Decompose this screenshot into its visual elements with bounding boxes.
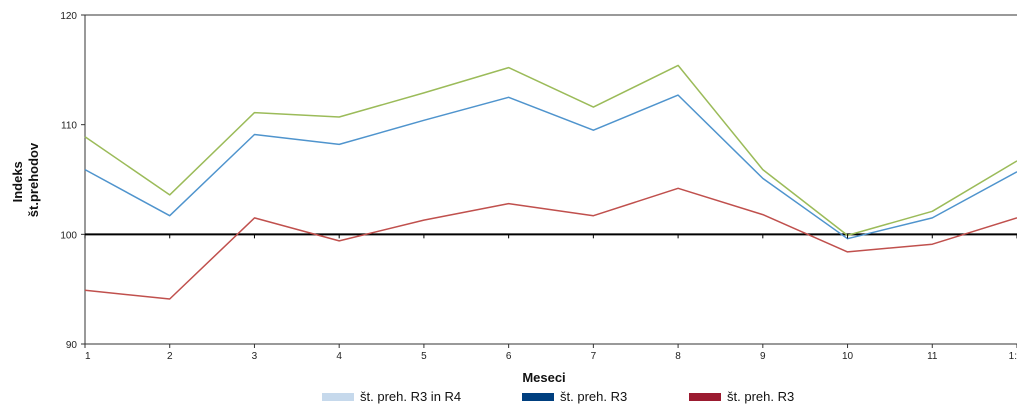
legend-swatch-2 xyxy=(522,393,554,401)
axes xyxy=(84,14,1017,345)
x-tick-label: 3 xyxy=(252,351,258,362)
x-tick-label: 5 xyxy=(421,351,427,362)
y-axis-title-line-2: št.prehodov xyxy=(26,142,41,217)
legend-label-3: št. preh. R3 xyxy=(727,389,794,404)
x-tick-label: 2 xyxy=(167,351,173,362)
y-tick-label: 110 xyxy=(61,121,77,132)
x-tick-label: 6 xyxy=(506,351,512,362)
y-axis-title-line-1: Indeks xyxy=(10,161,25,202)
x-tick-label: 4 xyxy=(336,351,342,362)
series-line-1 xyxy=(84,64,1017,237)
series-line-3 xyxy=(84,187,1017,300)
x-axis-title: Meseci xyxy=(522,370,565,385)
legend-swatch-3 xyxy=(689,393,721,401)
y-axis-title: Indeks št.prehodov xyxy=(10,142,41,217)
x-tick-label: 10 xyxy=(842,351,854,362)
y-tick-label: 90 xyxy=(66,340,78,351)
y-tick-label: 120 xyxy=(60,11,77,22)
series-lines xyxy=(84,64,1017,300)
legend-label-1: št. preh. R3 in R4 xyxy=(360,389,461,404)
x-tick-label: 1 xyxy=(85,351,91,362)
legend: št. preh. R3 in R4 št. preh. R3 št. preh. … xyxy=(322,389,794,404)
y-tick-label: 100 xyxy=(60,230,77,241)
series-line-2 xyxy=(84,94,1017,240)
x-tick-label: 11 xyxy=(927,351,938,362)
x-tick-label: 7 xyxy=(591,351,597,362)
x-tick-label: 9 xyxy=(760,351,766,362)
tick-labels: 90 100 110 120 1 2 3 4 5 6 7 8 9 10 11 1: xyxy=(60,11,1017,362)
x-tick-label: 8 xyxy=(675,351,681,362)
x-tick-label: 1: xyxy=(1009,351,1017,362)
legend-swatch-1 xyxy=(322,393,354,401)
legend-label-2: št. preh. R3 xyxy=(560,389,627,404)
